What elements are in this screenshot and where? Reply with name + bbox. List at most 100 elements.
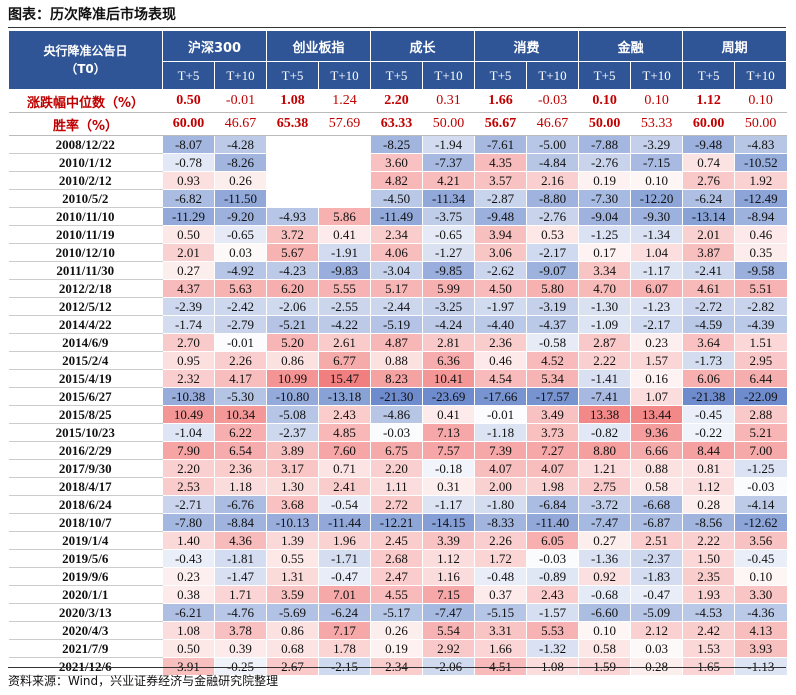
value-cell: -22.09 — [734, 387, 787, 406]
value-cell: -1.80 — [474, 495, 527, 514]
value-cell: -6.60 — [578, 603, 631, 622]
value-cell: -4.86 — [370, 405, 423, 424]
value-cell: 7.90 — [162, 441, 215, 460]
date-cell: 2010/11/10 — [8, 207, 163, 226]
value-cell: -0.01 — [474, 405, 527, 424]
value-cell: 2.22 — [578, 351, 631, 370]
date-cell: 2016/2/29 — [8, 441, 163, 460]
value-cell: -9.58 — [734, 261, 787, 280]
value-cell: -3.04 — [370, 261, 423, 280]
value-cell: -4.50 — [370, 189, 423, 208]
value-cell: 8.23 — [370, 369, 423, 388]
value-cell: -1.04 — [162, 423, 215, 442]
value-cell: -1.23 — [630, 297, 683, 316]
value-cell: -12.62 — [734, 513, 787, 532]
value-cell: 2.42 — [682, 621, 735, 640]
data-row: 2018/10/7 -7.80 -8.84 -10.13 -11.44 -12.21 -14… — [8, 513, 787, 532]
value-cell: -8.07 — [162, 135, 215, 154]
value-cell: 1.53 — [682, 639, 735, 658]
value-cell: 3.89 — [266, 441, 319, 460]
value-cell: -0.47 — [318, 567, 371, 586]
value-cell: -2.17 — [526, 243, 579, 262]
value-cell: -1.73 — [682, 351, 735, 370]
value-cell: -6.21 — [162, 603, 215, 622]
value-cell: -2.41 — [682, 261, 735, 280]
date-cell: 2010/5/2 — [8, 189, 163, 208]
value-cell: 2.67 — [266, 657, 319, 676]
value-cell: -4.53 — [682, 603, 735, 622]
value-cell: 2.35 — [682, 567, 735, 586]
value-cell: 10.34 — [213, 405, 267, 424]
date-cell: 2015/6/27 — [8, 387, 163, 406]
value-cell: -4.14 — [734, 495, 787, 514]
value-cell: -0.22 — [682, 423, 735, 442]
value-cell: 0.28 — [630, 657, 683, 676]
value-cell: -1.13 — [734, 657, 787, 676]
summary-value: 65.38 — [266, 112, 319, 136]
value-cell: -1.25 — [578, 225, 631, 244]
value-cell: 0.26 — [213, 171, 267, 190]
value-cell: 0.68 — [266, 639, 319, 658]
value-cell: 5.54 — [422, 621, 475, 640]
summary-value: -0.03 — [526, 89, 579, 113]
group-header: 沪深300 — [161, 30, 268, 62]
value-cell: 4.37 — [162, 279, 215, 298]
data-row: 2010/5/2 -6.82 -11.50 -4.50 -11.34 -2.87 -8.80… — [8, 189, 787, 208]
value-cell: -1.91 — [318, 243, 371, 262]
date-cell: 2015/8/25 — [8, 405, 163, 424]
value-cell: 2.70 — [162, 333, 215, 352]
summary-value: 53.33 — [630, 112, 683, 136]
data-row: 2010/11/10 -11.29 -9.20 -4.93 5.86 -11.49 -3.7… — [8, 207, 787, 226]
value-cell: 7.39 — [474, 441, 527, 460]
value-cell: 7.13 — [422, 423, 475, 442]
value-cell: -12.20 — [630, 189, 683, 208]
value-cell: 1.12 — [682, 477, 735, 496]
value-cell: 7.27 — [526, 441, 579, 460]
summary-value: 2.20 — [370, 89, 423, 113]
value-cell: 1.08 — [526, 657, 579, 676]
value-cell: -1.47 — [213, 567, 267, 586]
value-cell: -0.48 — [474, 567, 527, 586]
value-cell: 0.50 — [162, 225, 215, 244]
value-cell: -2.37 — [266, 423, 319, 442]
value-cell: 1.40 — [162, 531, 215, 550]
value-cell: 5.55 — [318, 279, 371, 298]
value-cell: -4.84 — [526, 153, 579, 172]
summary-row: 胜率（%） 60.00 46.67 65.38 57.69 63.33 50.00 56.67… — [8, 112, 787, 136]
value-cell: 4.70 — [578, 279, 631, 298]
summary-value: 50.00 — [578, 112, 631, 136]
date-cell: 2015/4/19 — [8, 369, 163, 388]
rule — [8, 667, 786, 668]
value-cell: 6.77 — [318, 351, 371, 370]
value-cell: 8.80 — [578, 441, 631, 460]
value-cell: 4.85 — [318, 423, 371, 442]
value-cell: 2.75 — [578, 477, 631, 496]
data-row: 2010/12/10 2.01 0.03 5.67 -1.91 4.06 -1.27 3.06… — [8, 243, 787, 262]
value-cell — [318, 135, 371, 154]
date-cell: 2020/1/1 — [8, 585, 163, 604]
value-cell: -0.82 — [578, 423, 631, 442]
value-cell: -0.54 — [318, 495, 371, 514]
summary-label: 胜率（%） — [8, 112, 163, 136]
value-cell: 2.53 — [162, 477, 215, 496]
value-cell: 0.55 — [266, 549, 319, 568]
value-cell: 3.91 — [162, 657, 215, 676]
data-row: 2019/9/6 0.23 -1.47 1.31 -0.47 2.47 1.16 -0.48-… — [8, 567, 787, 586]
column-header: T+10 — [422, 61, 476, 90]
value-cell: 2.87 — [578, 333, 631, 352]
value-cell: 1.96 — [318, 531, 371, 550]
value-cell: -4.76 — [213, 603, 267, 622]
value-cell: -1.36 — [578, 549, 631, 568]
value-cell — [266, 153, 319, 172]
value-cell: 0.23 — [630, 333, 683, 352]
value-cell: 1.08 — [162, 621, 215, 640]
value-cell: -1.18 — [474, 423, 527, 442]
value-cell: -8.25 — [370, 135, 423, 154]
value-cell: 1.30 — [266, 477, 319, 496]
value-cell: -7.41 — [578, 387, 631, 406]
value-cell: 4.87 — [370, 333, 423, 352]
value-cell: -0.47 — [630, 585, 683, 604]
value-cell: 1.66 — [474, 639, 527, 658]
value-cell: -7.47 — [422, 603, 475, 622]
value-cell: 2.26 — [213, 351, 267, 370]
